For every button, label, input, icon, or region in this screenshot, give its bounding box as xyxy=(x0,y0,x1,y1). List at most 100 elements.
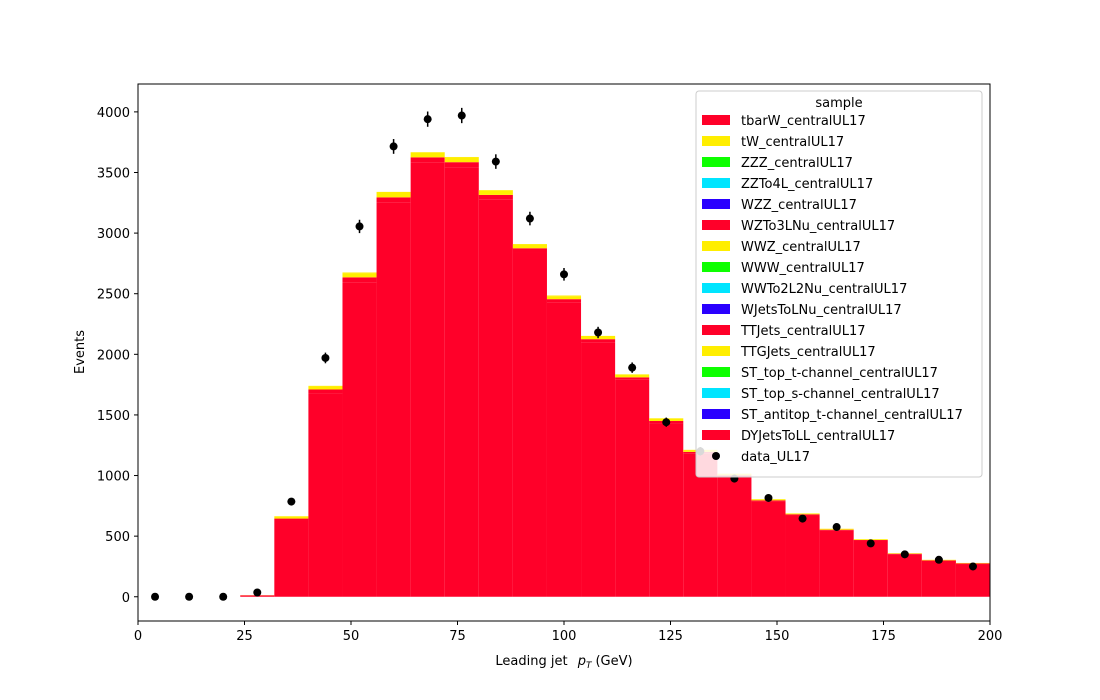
bar-TTGJets_centralUL17-bin-8 xyxy=(410,152,445,158)
bar-DYJetsToLL_centralUL17-bin-12 xyxy=(546,302,582,597)
y-tick-label-2000: 2000 xyxy=(97,348,130,363)
data-point-15 xyxy=(662,418,671,427)
legend-swatch-WZTo3LNu_centralUL17 xyxy=(702,220,730,230)
legend-swatch-ST_top_s-channel_centralUL17 xyxy=(702,388,730,398)
legend-swatch-WJetsToLNu_centralUL17 xyxy=(702,304,730,314)
bar-DYJetsToLL_centralUL17-bin-4 xyxy=(274,520,309,597)
legend-swatch-tW_centralUL17 xyxy=(702,136,730,146)
x-axis-label-main: Leading jet xyxy=(495,654,567,669)
bar-tW_centralUL17-bin-14 xyxy=(615,374,650,375)
legend-swatch-ZZTo4L_centralUL17 xyxy=(702,178,730,188)
bar-tW_centralUL17-bin-9 xyxy=(444,156,479,158)
bar-tW_centralUL17-bin-8 xyxy=(410,152,445,153)
legend-swatch-WWW_centralUL17 xyxy=(702,262,730,272)
y-tick-label-3000: 3000 xyxy=(97,227,130,242)
bar-TTGJets_centralUL17-bin-4 xyxy=(274,516,309,519)
bar-DYJetsToLL_centralUL17-bin-16 xyxy=(683,453,718,597)
legend-swatch-WWZ_centralUL17 xyxy=(702,241,730,251)
bar-TTJets_centralUL17-bin-5 xyxy=(308,389,343,394)
y-tick-label-2500: 2500 xyxy=(97,288,130,303)
bar-TTGJets_centralUL17-bin-14 xyxy=(615,374,650,378)
bar-TTGJets_centralUL17-bin-11 xyxy=(512,244,547,249)
bar-DYJetsToLL_centralUL17-bin-19 xyxy=(785,515,820,597)
bar-DYJetsToLL_centralUL17-bin-20 xyxy=(819,530,854,597)
legend-label-WWW_centralUL17: WWW_centralUL17 xyxy=(741,261,865,276)
legend-label-ST_top_t-channel_centralUL17: ST_top_t-channel_centralUL17 xyxy=(741,366,938,381)
y-tick-label-0: 0 xyxy=(122,591,130,606)
x-tick-label-175: 175 xyxy=(871,629,896,644)
x-tick-label-50: 50 xyxy=(343,629,360,644)
legend-title: sample xyxy=(815,96,862,111)
x-tick-label-100: 100 xyxy=(552,629,577,644)
data-point-18 xyxy=(764,493,773,502)
bar-TTJets_centralUL17-bin-13 xyxy=(581,339,616,343)
data-points xyxy=(151,107,977,601)
bar-tW_centralUL17-bin-10 xyxy=(478,190,513,191)
legend-label-DYJetsToLL_centralUL17: DYJetsToLL_centralUL17 xyxy=(741,429,895,444)
bar-DYJetsToLL_centralUL17-bin-13 xyxy=(581,342,616,597)
bar-TTJets_centralUL17-bin-9 xyxy=(444,162,479,168)
bar-TTJets_centralUL17-bin-14 xyxy=(615,377,650,380)
legend-label-WWTo2L2Nu_centralUL17: WWTo2L2Nu_centralUL17 xyxy=(741,282,907,297)
data-point-5 xyxy=(321,353,330,362)
legend-label-TTJets_centralUL17: TTJets_centralUL17 xyxy=(740,324,866,339)
legend-swatch-DYJetsToLL_centralUL17 xyxy=(702,430,730,440)
x-axis-label: Leading jet pT (GeV) xyxy=(495,654,632,671)
y-axis-ticks: 0 500 1000 1500 2000 2500 3000 3500 4000 xyxy=(97,106,138,606)
bar-DYJetsToLL_centralUL17-bin-18 xyxy=(751,501,786,597)
y-tick-label-1000: 1000 xyxy=(97,470,130,485)
bar-TTGJets_centralUL17-bin-6 xyxy=(342,273,377,278)
legend-label-TTGJets_centralUL17: TTGJets_centralUL17 xyxy=(740,345,876,360)
bar-tW_centralUL17-bin-4 xyxy=(274,516,309,517)
data-point-21 xyxy=(866,539,875,548)
legend: sample tbarW_centralUL17 tW_centralUL17 ZZZ… xyxy=(695,90,983,478)
bar-DYJetsToLL_centralUL17-bin-8 xyxy=(410,162,445,597)
legend-label-ST_antitop_t-channel_centralUL17: ST_antitop_t-channel_centralUL17 xyxy=(741,408,963,423)
bar-TTJets_centralUL17-bin-4 xyxy=(274,518,309,521)
bar-TTJets_centralUL17-bin-7 xyxy=(376,197,411,203)
data-point-12 xyxy=(560,270,568,279)
bar-tW_centralUL17-bin-6 xyxy=(342,272,377,274)
bar-TTJets_centralUL17-bin-6 xyxy=(342,277,377,283)
bar-TTGJets_centralUL17-bin-9 xyxy=(444,157,479,163)
bar-TTGJets_centralUL17-bin-7 xyxy=(376,192,411,198)
legend-label-ZZTo4L_centralUL17: ZZTo4L_centralUL17 xyxy=(741,177,873,192)
data-point-2 xyxy=(219,592,228,601)
legend-box xyxy=(695,90,983,478)
bar-DYJetsToLL_centralUL17-bin-11 xyxy=(512,252,547,597)
data-point-9 xyxy=(457,111,466,120)
x-tick-label-0: 0 xyxy=(134,629,142,644)
y-tick-label-3500: 3500 xyxy=(97,166,130,181)
legend-marker-data_UL17 xyxy=(712,452,720,460)
bar-DYJetsToLL_centralUL17-bin-6 xyxy=(342,282,377,597)
bar-DYJetsToLL_centralUL17-bin-14 xyxy=(615,379,650,597)
x-axis-label-var: p xyxy=(577,654,586,669)
legend-label-WZTo3LNu_centralUL17: WZTo3LNu_centralUL17 xyxy=(741,219,895,234)
bar-tW_centralUL17-bin-5 xyxy=(308,385,343,387)
data-point-10 xyxy=(491,157,500,166)
data-point-13 xyxy=(594,328,603,337)
legend-label-WWZ_centralUL17: WWZ_centralUL17 xyxy=(741,240,861,255)
legend-label-tW_centralUL17: tW_centralUL17 xyxy=(741,135,844,150)
bar-TTGJets_centralUL17-bin-5 xyxy=(308,386,343,390)
x-tick-label-200: 200 xyxy=(978,629,1003,644)
bar-DYJetsToLL_centralUL17-bin-21 xyxy=(853,540,888,597)
x-tick-label-75: 75 xyxy=(449,629,466,644)
data-point-7 xyxy=(389,142,398,151)
x-tick-label-150: 150 xyxy=(765,629,790,644)
data-point-0 xyxy=(151,592,160,601)
bar-DYJetsToLL_centralUL17-bin-15 xyxy=(649,423,684,597)
x-axis-label-unit: (GeV) xyxy=(595,654,632,669)
data-point-11 xyxy=(525,214,534,223)
data-point-14 xyxy=(628,363,637,372)
legend-label-data_UL17: data_UL17 xyxy=(741,450,810,465)
legend-swatch-WWTo2L2Nu_centralUL17 xyxy=(702,283,730,293)
y-axis-label: Events xyxy=(73,330,88,374)
y-tick-label-1500: 1500 xyxy=(97,409,130,424)
data-point-24 xyxy=(968,562,977,571)
data-point-6 xyxy=(355,222,364,231)
legend-swatch-ZZZ_centralUL17 xyxy=(702,157,730,167)
bar-TTGJets_centralUL17-bin-19 xyxy=(785,513,820,515)
data-point-22 xyxy=(900,550,909,559)
